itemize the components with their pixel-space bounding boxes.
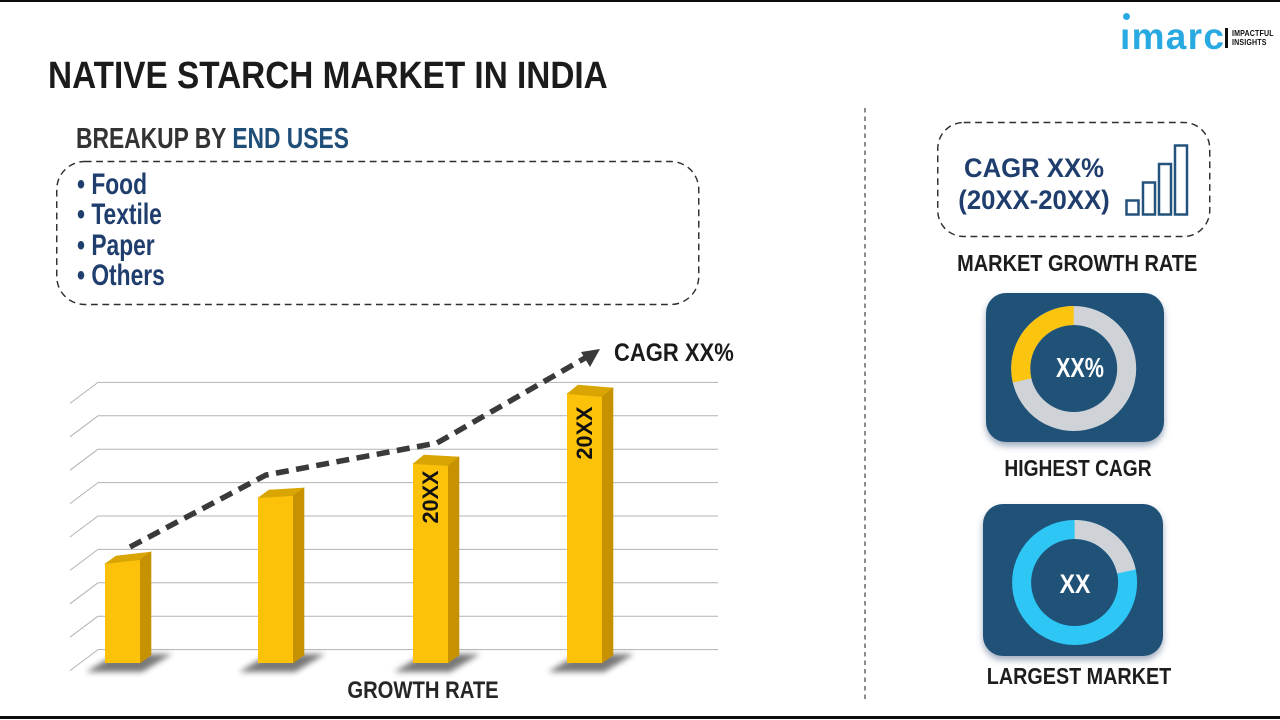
- svg-text:20XX: 20XX: [418, 470, 443, 523]
- svg-text:20XX: 20XX: [572, 406, 597, 459]
